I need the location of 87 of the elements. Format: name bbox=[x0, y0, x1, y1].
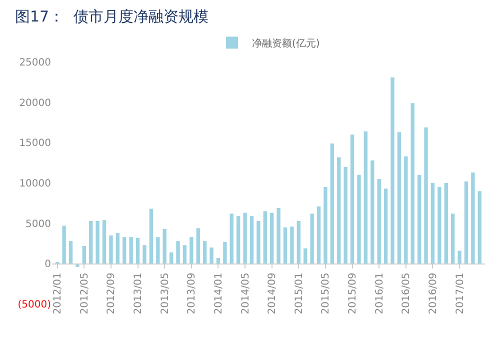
bar bbox=[250, 216, 254, 264]
bar bbox=[223, 242, 227, 264]
bar bbox=[96, 220, 100, 264]
bar bbox=[89, 220, 93, 264]
bar bbox=[129, 237, 133, 264]
bar bbox=[196, 228, 200, 264]
bar bbox=[290, 226, 294, 264]
bar bbox=[364, 131, 368, 264]
x-tick-label: 2012/05 bbox=[79, 272, 90, 314]
x-tick-label: 2016/01 bbox=[374, 272, 386, 314]
bar bbox=[390, 77, 394, 264]
bar bbox=[270, 212, 274, 264]
bar bbox=[182, 245, 187, 264]
bar bbox=[404, 156, 408, 264]
bar bbox=[350, 134, 354, 264]
x-tick-label: 2012/09 bbox=[106, 272, 118, 314]
legend-label: 净融资额(亿元) bbox=[252, 38, 320, 50]
bar bbox=[377, 178, 381, 264]
bar bbox=[438, 187, 442, 264]
bar bbox=[458, 250, 462, 264]
y-tick-label: 20000 bbox=[19, 98, 51, 109]
bar bbox=[337, 157, 341, 264]
x-tick-label: 2015/01 bbox=[294, 272, 305, 314]
bar bbox=[82, 246, 86, 264]
x-tick-label: 2012/01 bbox=[52, 272, 64, 314]
bar bbox=[202, 241, 207, 264]
bar bbox=[430, 183, 435, 264]
x-tick-label: 2016/09 bbox=[428, 272, 439, 314]
bar bbox=[316, 206, 321, 264]
bar bbox=[410, 103, 414, 264]
bar bbox=[478, 191, 482, 264]
x-tick-label: 2014/01 bbox=[213, 272, 224, 314]
y-tick-label: 5000 bbox=[26, 218, 51, 230]
bar bbox=[216, 258, 220, 264]
bar bbox=[450, 214, 455, 264]
bar bbox=[330, 143, 334, 264]
bar bbox=[176, 241, 180, 264]
bar bbox=[102, 220, 106, 264]
bar bbox=[230, 214, 234, 264]
x-tick-label: 2016/05 bbox=[401, 272, 412, 314]
x-tick-label: 2013/05 bbox=[160, 272, 171, 314]
bar bbox=[243, 212, 247, 264]
bar bbox=[169, 252, 174, 264]
bar bbox=[324, 187, 328, 264]
x-tick-label: 2013/01 bbox=[133, 272, 144, 314]
bar bbox=[156, 237, 160, 264]
bar bbox=[62, 226, 66, 264]
bar bbox=[263, 211, 267, 264]
bar bbox=[310, 214, 314, 264]
y-tick-label: 0 bbox=[44, 259, 51, 270]
x-tick-label: 2013/09 bbox=[186, 272, 198, 314]
bar bbox=[357, 174, 361, 264]
bar bbox=[149, 208, 154, 264]
bar bbox=[256, 220, 260, 264]
bar bbox=[276, 208, 280, 264]
x-tick-label: 2015/09 bbox=[348, 272, 359, 314]
bar bbox=[417, 174, 422, 264]
bar bbox=[283, 227, 288, 264]
x-tick-label: 2014/05 bbox=[240, 272, 252, 314]
bar bbox=[162, 228, 166, 264]
bar bbox=[236, 216, 240, 264]
bar bbox=[424, 127, 428, 264]
y-tick-label: 15000 bbox=[19, 138, 51, 150]
chart-title: 图17： 债市月度净融资规模 bbox=[15, 7, 209, 26]
bar bbox=[304, 248, 308, 264]
bar bbox=[344, 166, 348, 264]
bar bbox=[190, 237, 194, 264]
bar bbox=[397, 132, 402, 264]
bar bbox=[109, 235, 113, 264]
bar bbox=[122, 237, 126, 264]
x-tick-label: 2014/09 bbox=[267, 272, 278, 314]
x-tick-label: 2017/01 bbox=[454, 272, 466, 314]
bar bbox=[471, 172, 475, 264]
bar bbox=[136, 238, 140, 264]
bar bbox=[444, 183, 448, 264]
y-tick-label: 25000 bbox=[19, 58, 51, 68]
bar bbox=[370, 160, 374, 264]
x-tick-label: 2015/05 bbox=[320, 272, 332, 314]
bar bbox=[464, 181, 468, 264]
bar bbox=[116, 233, 120, 264]
y-tick-label: 10000 bbox=[19, 178, 51, 190]
bar bbox=[142, 245, 146, 264]
bar bbox=[210, 248, 214, 264]
bar bbox=[384, 188, 388, 264]
bar bbox=[68, 241, 73, 264]
bar bbox=[296, 220, 301, 264]
y-tick-label: (5000) bbox=[18, 300, 52, 310]
